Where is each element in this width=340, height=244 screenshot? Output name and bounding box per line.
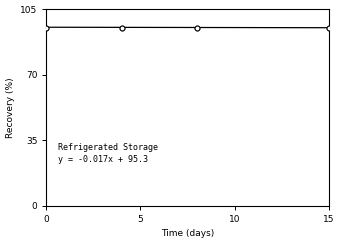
Text: Refrigerated Storage
y = -0.017x + 95.3: Refrigerated Storage y = -0.017x + 95.3 bbox=[58, 143, 158, 164]
Y-axis label: Recovery (%): Recovery (%) bbox=[5, 77, 15, 138]
X-axis label: Time (days): Time (days) bbox=[161, 229, 214, 238]
